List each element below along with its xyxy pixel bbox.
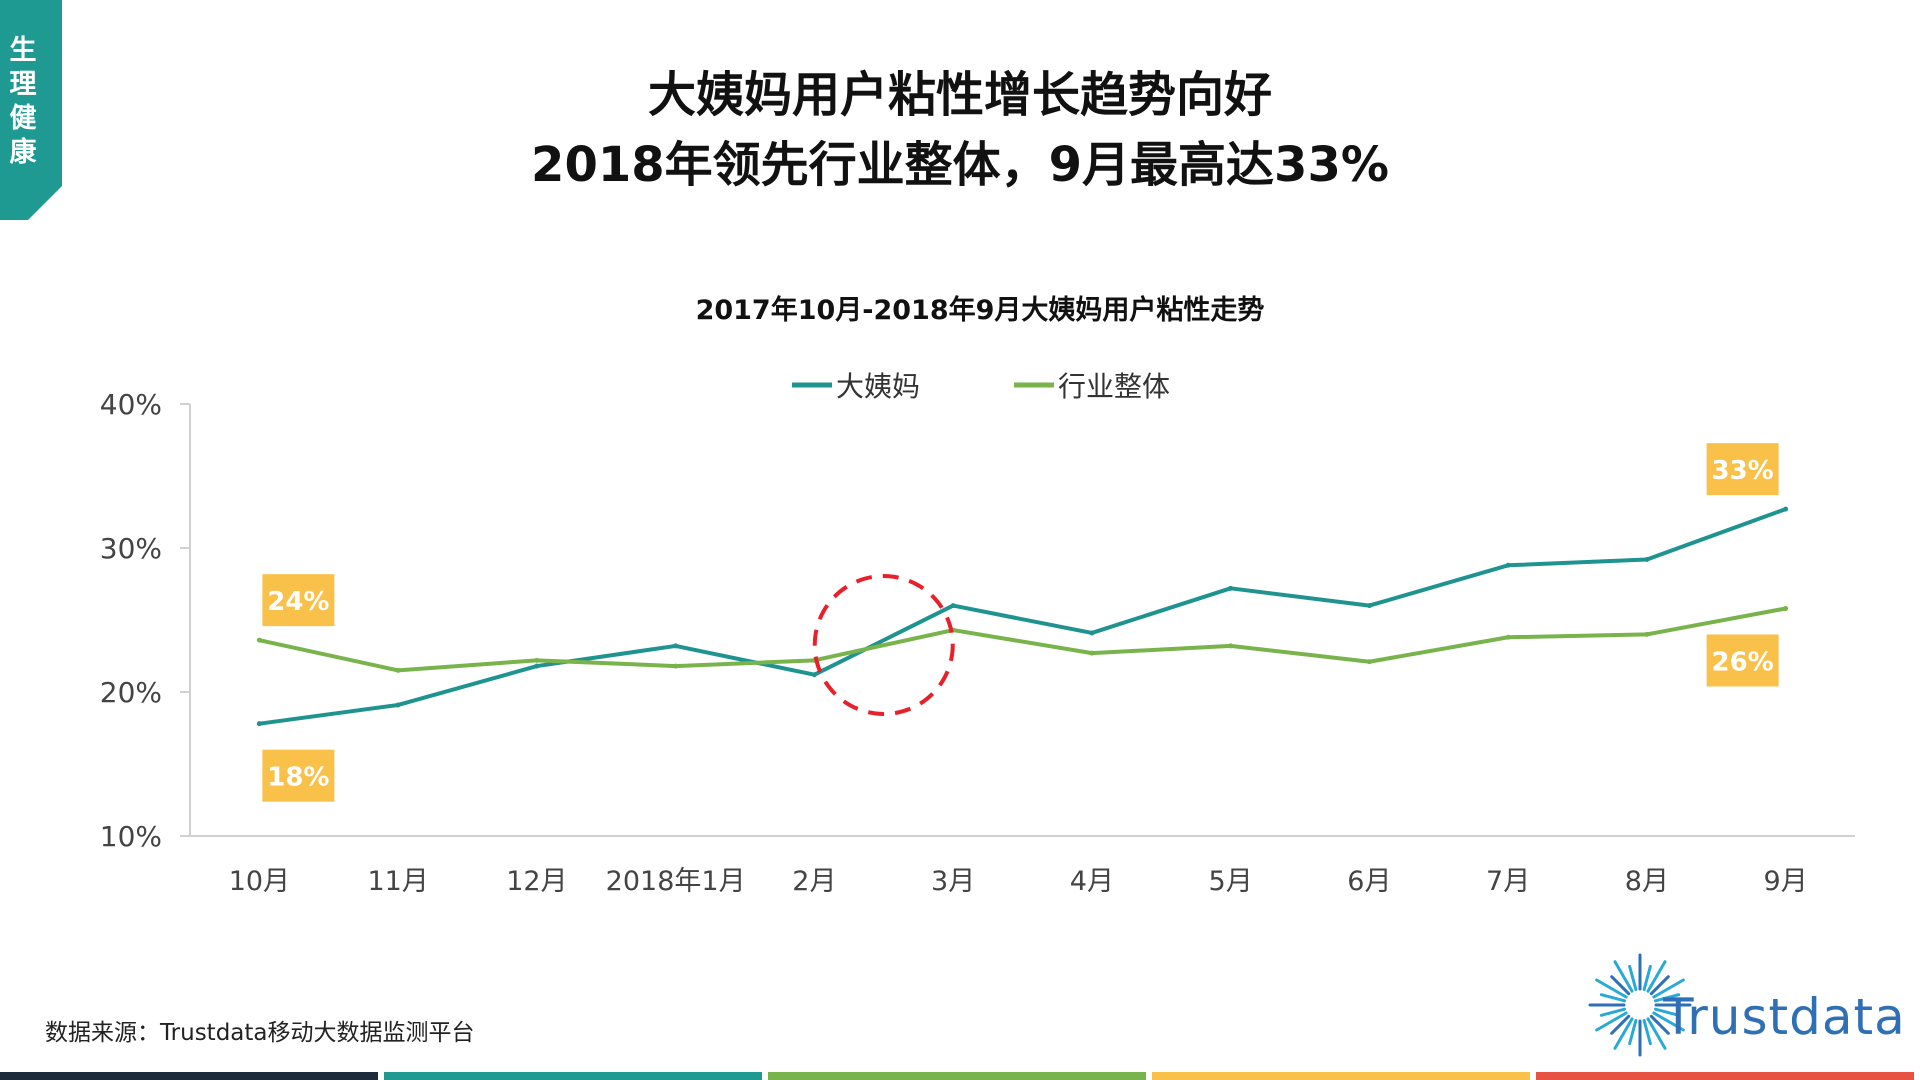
highlight-dashed-circle <box>812 574 955 716</box>
x-tick-label: 12月 <box>506 866 567 897</box>
data-label-text: 26% <box>1712 647 1774 677</box>
data-point <box>1089 650 1095 656</box>
data-point <box>1366 659 1372 665</box>
sunburst-ray <box>1595 978 1628 999</box>
series-line <box>257 507 1788 726</box>
footer-bar-segment <box>1152 1072 1530 1080</box>
data-point <box>1644 631 1650 637</box>
sunburst-icon <box>1588 953 1692 1057</box>
data-point <box>534 663 540 669</box>
page-title-line2: 2018年领先行业整体，9月最高达33% <box>531 137 1389 193</box>
y-tick-label: 30% <box>100 532 162 565</box>
data-point <box>395 667 401 673</box>
sunburst-ray <box>1613 960 1634 993</box>
sunburst-ray <box>1642 1018 1652 1046</box>
sunburst-ray <box>1653 993 1681 1003</box>
data-source-note: 数据来源：Trustdata移动大数据监测平台 <box>45 1020 475 1046</box>
data-label-box <box>1706 634 1779 687</box>
sunburst-ray <box>1595 1011 1628 1032</box>
data-point <box>1505 562 1511 568</box>
y-tick-label: 40% <box>100 388 162 421</box>
sunburst-ray <box>1642 964 1652 992</box>
trustdata-logo: Trustdata <box>1585 950 1905 1060</box>
data-point <box>950 603 956 609</box>
data-label-box <box>262 574 335 627</box>
data-label-box <box>262 749 335 802</box>
sunburst-ray <box>1610 975 1631 996</box>
data-point <box>1644 557 1650 563</box>
x-tick-label: 6月 <box>1347 866 1391 897</box>
sunburst-ray <box>1599 993 1627 1003</box>
sunburst-ray <box>1652 1011 1685 1032</box>
y-tick-label: 10% <box>100 820 162 853</box>
sunburst-ray <box>1599 1007 1627 1017</box>
footer-bar-segment <box>1536 1072 1914 1080</box>
data-point <box>1228 643 1234 649</box>
sunburst-ray <box>1649 975 1670 996</box>
data-label-box <box>1706 443 1779 496</box>
sunburst-ray <box>1649 1014 1670 1035</box>
data-point <box>673 663 679 669</box>
data-point <box>1228 585 1234 591</box>
data-point <box>256 637 262 643</box>
logo-wordmark: Trustdata <box>1663 988 1906 1046</box>
sunburst-ray <box>1628 964 1638 992</box>
data-point <box>1783 506 1789 512</box>
x-tick-label: 5月 <box>1209 866 1253 897</box>
sunburst-ray <box>1646 960 1667 993</box>
y-tick-label: 20% <box>100 676 162 709</box>
data-point <box>673 643 679 649</box>
sunburst-ray <box>1646 1017 1667 1050</box>
series-line <box>257 606 1788 673</box>
data-point <box>1089 630 1095 636</box>
sunburst-ray <box>1610 1014 1631 1035</box>
chart-title: 2017年10月-2018年9月大姨妈用户粘性走势 <box>695 295 1265 326</box>
x-tick-label: 9月 <box>1764 866 1808 897</box>
x-tick-label: 2月 <box>792 866 836 897</box>
legend-label: 大姨妈 <box>836 370 920 403</box>
data-point <box>1505 634 1511 640</box>
x-tick-label: 11月 <box>367 866 428 897</box>
data-point <box>395 702 401 708</box>
x-tick-label: 4月 <box>1070 866 1114 897</box>
data-label-text: 24% <box>267 587 329 617</box>
category-tag-label: 生理健康 <box>9 35 37 168</box>
legend-label: 行业整体 <box>1058 370 1170 403</box>
sunburst-ray <box>1628 1018 1638 1046</box>
data-point <box>1783 605 1789 611</box>
data-point <box>811 672 817 678</box>
page-title-line1: 大姨妈用户粘性增长趋势向好 <box>647 67 1272 123</box>
footer-bar-segment <box>0 1072 378 1080</box>
category-tag: 生理健康 <box>0 0 62 220</box>
data-point <box>534 657 540 663</box>
line-chart: 10% 20% 30% 40% 10月 11月 12月 2018年1月 2月 3月 4月 5月 6月 7月… <box>100 370 1855 897</box>
data-point <box>256 721 262 727</box>
category-tag-background <box>0 0 62 220</box>
sunburst-ray <box>1653 1007 1681 1017</box>
data-label-text: 33% <box>1712 456 1774 486</box>
footer-bar-segment <box>384 1072 762 1080</box>
data-point <box>1366 603 1372 609</box>
data-label-text: 18% <box>267 763 329 793</box>
x-tick-label: 8月 <box>1625 866 1669 897</box>
footer-bar-segment <box>768 1072 1146 1080</box>
sunburst-ray <box>1613 1017 1634 1050</box>
x-tick-label: 10月 <box>229 866 290 897</box>
sunburst-ray <box>1652 978 1685 999</box>
x-tick-label: 7月 <box>1486 866 1530 897</box>
x-tick-label: 3月 <box>931 866 975 897</box>
x-tick-label: 2018年1月 <box>606 866 746 897</box>
